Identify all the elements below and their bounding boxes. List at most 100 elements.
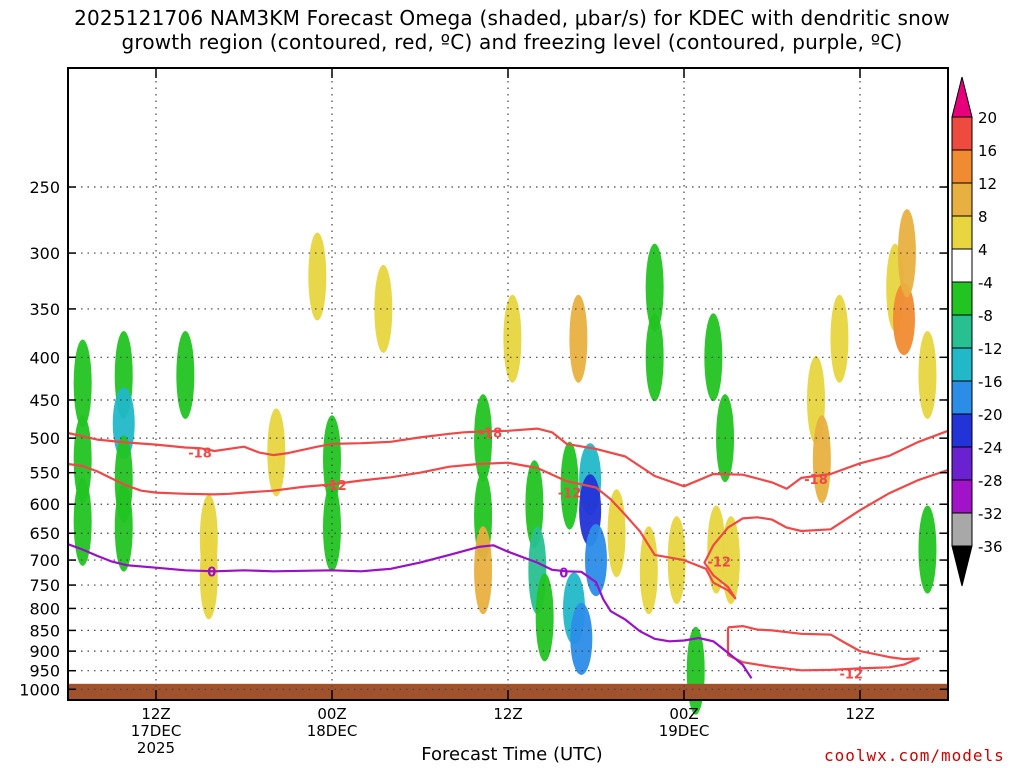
omega-cell: [199, 531, 218, 620]
omega-cell: [503, 294, 522, 383]
colorbar-label: -12: [978, 340, 1003, 358]
omega-cell: [830, 294, 849, 383]
colorbar-segment: [951, 347, 973, 382]
colorbar-segment: [951, 281, 973, 316]
omega-cell: [569, 294, 588, 383]
x-tick-label: 12Z: [141, 705, 170, 723]
omega-cell: [812, 415, 831, 504]
omega-cell: [73, 477, 92, 566]
colorbar-segment: [951, 479, 973, 514]
x-tick-label: 19DEC: [659, 722, 710, 740]
x-tick-label: 18DEC: [307, 722, 358, 740]
x-axis-label: Forecast Time (UTC): [421, 744, 603, 765]
omega-cell: [535, 573, 554, 662]
chart-title: 2025121706 NAM3KM Forecast Omega (shaded…: [0, 6, 1024, 54]
x-tick-label: 17DEC: [131, 722, 182, 740]
contour-line: [67, 543, 753, 679]
y-tick-label: 800: [29, 599, 60, 618]
colorbar-label: 20: [978, 109, 997, 127]
y-tick-label: 250: [29, 178, 60, 197]
omega-cell: [667, 516, 686, 605]
colorbar-segment: [951, 512, 973, 547]
omega-cell: [893, 283, 915, 356]
omega-cell: [918, 505, 937, 594]
contour-label: -12: [839, 668, 863, 683]
contour-label: -18: [188, 446, 212, 461]
contour-line: [67, 461, 949, 600]
omega-cell: [267, 408, 286, 497]
grid-layer: [68, 68, 948, 700]
y-tick-label: 1000: [19, 680, 60, 699]
colorbar-label: 16: [978, 142, 997, 160]
axes-layer: 250 300 350 400 450 500 550 600 650 700 750 800 850 9…: [19, 67, 949, 757]
credit-text: coolwx.com/models: [824, 746, 1005, 765]
colorbar-label: -24: [978, 439, 1003, 457]
colorbar-label: -16: [978, 373, 1003, 391]
colorbar-segment: [951, 116, 973, 151]
colorbar-segment: [951, 413, 973, 448]
colorbar-segment: [951, 446, 973, 481]
chart-title-line-1: 2025121706 NAM3KM Forecast Omega (shaded…: [74, 6, 950, 30]
chart-title-line-2: growth region (contoured, red, ºC) and f…: [121, 30, 903, 54]
omega-cell: [73, 339, 92, 428]
y-tick-label: 700: [29, 551, 60, 570]
colorbar-label: 4: [978, 241, 988, 259]
y-tick-label: 500: [29, 429, 60, 448]
contour-label: -12: [707, 556, 731, 571]
omega-cell: [639, 526, 658, 615]
omega-cell: [645, 313, 664, 402]
omega-cell: [560, 441, 579, 530]
y-tick-label: 300: [29, 244, 60, 263]
contour-layer: -18 -18 -18 -12 -12 -12 -12 0 0: [67, 426, 949, 683]
omega-cell: [114, 483, 133, 572]
y-tick-label: 600: [29, 495, 60, 514]
contour-label: 0: [559, 566, 568, 581]
colorbar-top-arrow: [951, 76, 973, 118]
omega-cell: [721, 516, 740, 605]
colorbar-segment: [951, 149, 973, 184]
contour-label: 0: [207, 565, 216, 580]
colorbar-segment: [951, 314, 973, 349]
colorbar-label: -8: [978, 307, 993, 325]
omega-cell: [570, 602, 593, 675]
omega-cell: [374, 264, 393, 353]
omega-cell: [474, 526, 493, 615]
y-tick-label: 350: [29, 300, 60, 319]
colorbar-label: -36: [978, 538, 1003, 556]
colorbar-segment: [951, 182, 973, 217]
x-tick-label: 12Z: [493, 705, 522, 723]
omega-cell: [176, 330, 195, 419]
colorbar-segment: [951, 380, 973, 415]
x-tick-label: 00Z: [669, 705, 698, 723]
colorbar: 20 16 12 8 4 -4 -8 -12 -16 -20 -24 -28 -32 -36: [951, 76, 1003, 587]
omega-cell: [308, 232, 327, 321]
contour-label: -12: [323, 479, 347, 494]
x-tick-label: 12Z: [845, 705, 874, 723]
contour-line: [726, 625, 920, 672]
omega-cell: [918, 330, 937, 419]
colorbar-segment: [951, 215, 973, 250]
y-tick-label: 850: [29, 621, 60, 640]
colorbar-label: -4: [978, 274, 993, 292]
contour-label: -12: [558, 487, 582, 502]
colorbar-label: -32: [978, 505, 1003, 523]
omega-cell: [323, 483, 341, 572]
contour-line: [67, 427, 949, 490]
omega-cell: [645, 243, 664, 332]
omega-cell: [474, 394, 493, 483]
y-tick-label: 750: [29, 576, 60, 595]
y-tick-label: 550: [29, 464, 60, 483]
y-tick-label: 400: [29, 348, 60, 367]
y-tick-label: 900: [29, 642, 60, 661]
x-tick-label: 2025: [137, 739, 175, 757]
colorbar-segment: [951, 248, 973, 283]
y-tick-label: 950: [29, 662, 60, 681]
omega-cell: [704, 313, 723, 402]
colorbar-label: 12: [978, 175, 997, 193]
omega-cell: [525, 460, 544, 549]
y-tick-label: 450: [29, 391, 60, 410]
colorbar-label: -20: [978, 406, 1003, 424]
contour-label: -18: [479, 426, 503, 441]
colorbar-label: 8: [978, 208, 988, 226]
